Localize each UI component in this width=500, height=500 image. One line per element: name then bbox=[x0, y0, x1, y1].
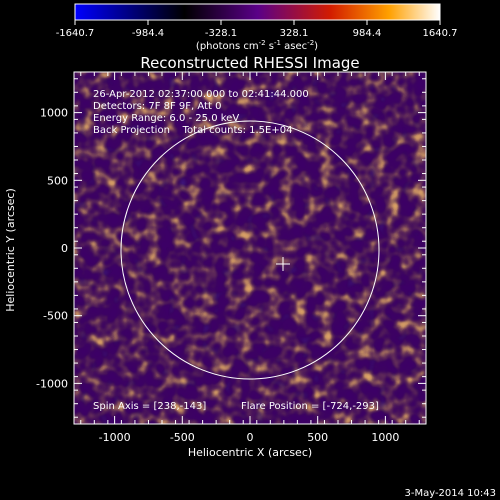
info-block: 26-Apr-2012 02:37:00.000 to 02:41:44.000… bbox=[93, 89, 309, 136]
info-line-time: 26-Apr-2012 02:37:00.000 to 02:41:44.000 bbox=[93, 89, 309, 100]
info-line-method: Back Projection Total counts: 1.5E+04 bbox=[93, 125, 292, 136]
x-tick-label: -500 bbox=[170, 431, 195, 444]
timestamp: 3-May-2014 10:43 bbox=[404, 488, 496, 499]
colorbar-tick-label: -1640.7 bbox=[56, 28, 95, 39]
spin-axis-marker bbox=[276, 257, 290, 271]
x-axis-label: Heliocentric X (arcsec) bbox=[188, 446, 312, 459]
colorbar-unit-label: (photons cm-2 s-1 asec-2) bbox=[196, 39, 318, 52]
y-tick-label: -500 bbox=[43, 310, 68, 323]
colorbar-tick-label: -328.1 bbox=[205, 28, 237, 39]
x-tick-label: 500 bbox=[307, 431, 328, 444]
plot-title: Reconstructed RHESSI Image bbox=[140, 54, 359, 72]
colorbar-ticks: -1640.7 -984.4 -328.1 328.1 984.4 1640.7 bbox=[56, 20, 458, 39]
colorbar-tick-label: -984.4 bbox=[132, 28, 164, 39]
y-axis-ticks: 1000 500 0 -500 -1000 bbox=[36, 78, 426, 418]
y-tick-label: 1000 bbox=[40, 107, 68, 120]
x-tick-label: -1000 bbox=[99, 431, 131, 444]
colorbar-gradient bbox=[74, 3, 441, 21]
x-tick-label: 1000 bbox=[371, 431, 399, 444]
x-tick-label: 0 bbox=[247, 431, 254, 444]
colorbar-tick-label: 328.1 bbox=[280, 28, 309, 39]
flare-position-label: Flare Position = [-724,-293] bbox=[241, 401, 379, 412]
spin-axis-label: Spin Axis = [238,-143] bbox=[93, 401, 206, 412]
y-tick-label: 500 bbox=[47, 174, 68, 187]
colorbar: -1640.7 -984.4 -328.1 328.1 984.4 1640.7 (pho… bbox=[56, 3, 458, 52]
y-tick-label: -1000 bbox=[36, 377, 68, 390]
solar-limb-circle bbox=[120, 120, 380, 380]
info-line-detectors: Detectors: 7F 8F 9F, Att 0 bbox=[93, 101, 221, 112]
y-tick-label: 0 bbox=[61, 242, 68, 255]
y-axis-label: Heliocentric Y (arcsec) bbox=[4, 188, 17, 312]
x-axis-ticks: -1000 -500 0 500 1000 bbox=[80, 72, 420, 444]
info-line-energy: Energy Range: 6.0 - 25.0 keV bbox=[93, 113, 239, 124]
colorbar-tick-label: 984.4 bbox=[353, 28, 382, 39]
colorbar-tick-label: 1640.7 bbox=[423, 28, 458, 39]
heatmap-image bbox=[74, 72, 426, 424]
